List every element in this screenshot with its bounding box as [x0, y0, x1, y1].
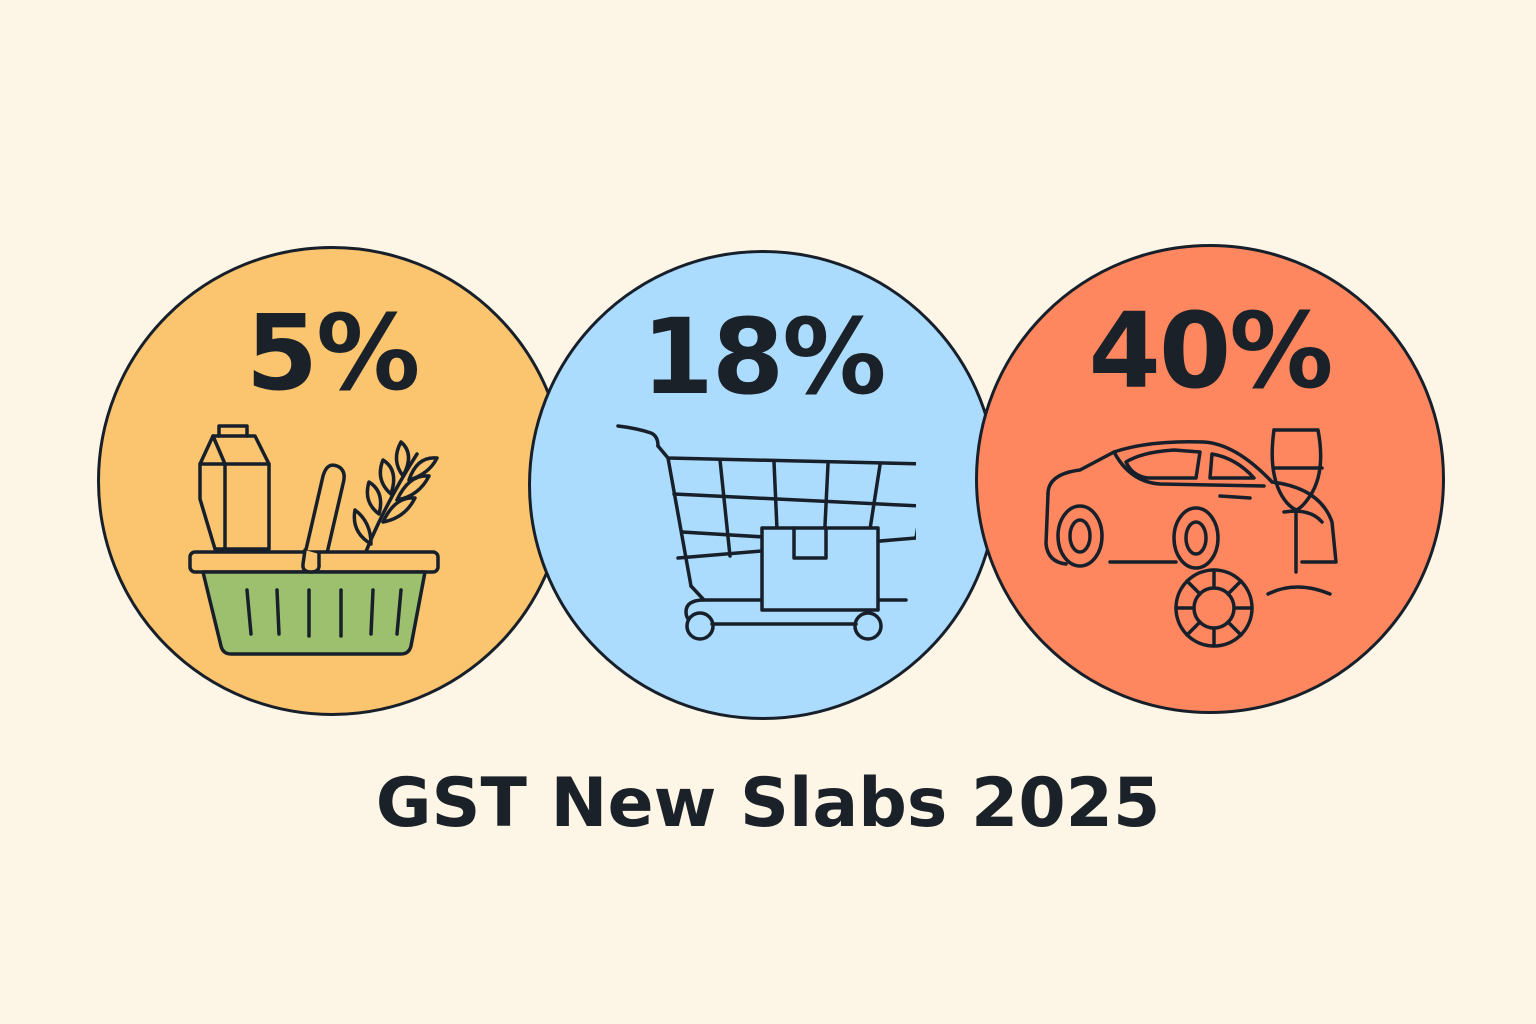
shopping-cart-icon [616, 424, 916, 641]
slab-rate-18-percent: 18% [641, 296, 887, 418]
slab-rate-40-percent: 40% [1088, 290, 1334, 412]
luxury-car-wine-casino-icon [1044, 428, 1338, 648]
grocery-basket-icon [188, 424, 440, 656]
slab-circle-18-percent: 18% [528, 250, 998, 720]
infographic-title: GST New Slabs 2025 [375, 764, 1161, 843]
slab-rate-5-percent: 5% [245, 292, 421, 414]
slab-circle-40-percent: 40% [975, 244, 1445, 714]
slab-circle-5-percent: 5% [97, 246, 567, 716]
